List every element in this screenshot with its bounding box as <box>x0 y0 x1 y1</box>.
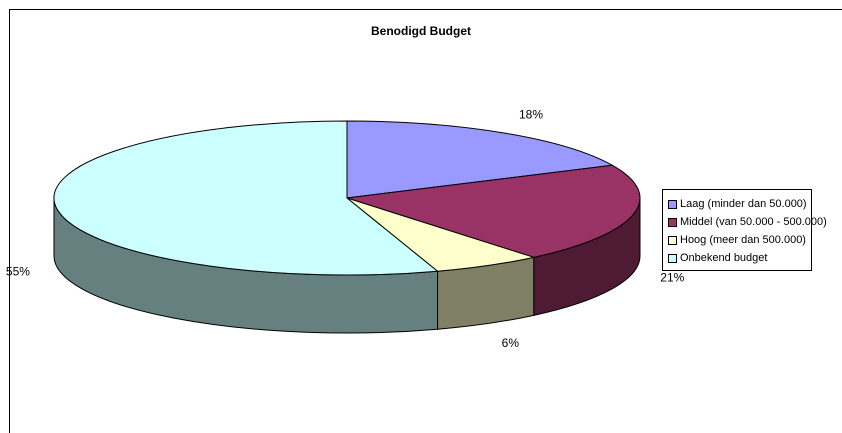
chart-area <box>9 9 842 433</box>
pie-slice <box>346 164 641 258</box>
data-labels: 18% 21% 6% 55% <box>6 107 685 349</box>
legend-swatch <box>668 253 677 263</box>
legend-label: Onbekend budget <box>680 252 768 264</box>
legend-item-laag: Laag (minder dan 50.000) <box>668 195 811 213</box>
legend-swatch <box>668 199 677 209</box>
legend-label: Middel (van 50.000 - 500.000) <box>680 216 827 228</box>
data-label: 55% <box>6 264 30 278</box>
pie-slice <box>53 120 439 276</box>
chart-title: Benodigd Budget <box>371 24 471 38</box>
pie-slice <box>346 120 614 199</box>
legend-item-middel: Middel (van 50.000 - 500.000) <box>668 213 827 231</box>
pie-sides <box>53 197 641 334</box>
data-label: 21% <box>660 271 684 285</box>
legend-swatch <box>668 217 677 227</box>
data-label: 18% <box>519 107 543 121</box>
legend-swatch <box>668 235 677 245</box>
legend-label: Hoog (meer dan 500.000) <box>680 234 806 246</box>
legend-item-hoog: Hoog (meer dan 500.000) <box>668 231 811 249</box>
legend-label: Laag (minder dan 50.000) <box>680 198 807 210</box>
pie-tops <box>53 120 641 276</box>
data-label: 6% <box>502 336 520 350</box>
legend-item-onbekend: Onbekend budget <box>668 249 811 267</box>
legend: Laag (minder dan 50.000) Middel (van 50.… <box>662 189 827 271</box>
